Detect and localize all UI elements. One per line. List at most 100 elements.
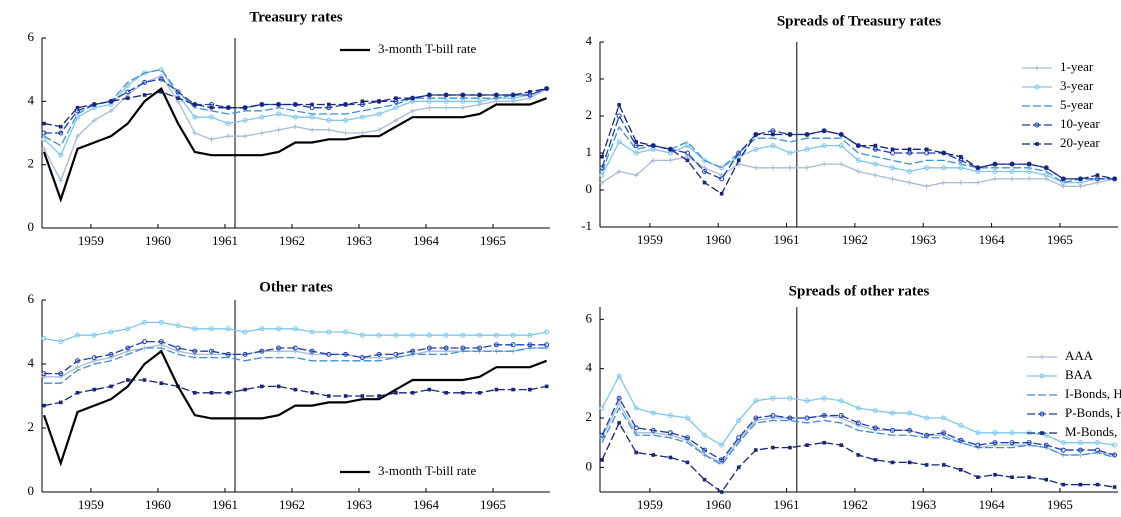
marker bbox=[343, 329, 349, 335]
marker bbox=[753, 398, 759, 404]
marker bbox=[1039, 411, 1045, 417]
marker bbox=[719, 442, 725, 448]
marker bbox=[142, 93, 147, 97]
series-line bbox=[42, 349, 548, 467]
y-tick-label: 2 bbox=[586, 409, 593, 424]
marker bbox=[242, 329, 248, 335]
marker bbox=[276, 345, 282, 351]
marker bbox=[600, 154, 604, 159]
marker bbox=[41, 136, 47, 142]
x-tick-label: 1965 bbox=[1047, 232, 1073, 247]
marker bbox=[684, 143, 690, 149]
marker bbox=[410, 96, 415, 100]
marker bbox=[510, 332, 516, 338]
marker bbox=[460, 98, 466, 104]
marker bbox=[1112, 452, 1118, 458]
marker bbox=[544, 86, 549, 91]
marker bbox=[1094, 440, 1100, 446]
marker bbox=[1009, 176, 1015, 182]
marker bbox=[1043, 432, 1049, 438]
marker bbox=[822, 440, 826, 445]
marker bbox=[1061, 177, 1066, 181]
marker bbox=[394, 391, 398, 395]
marker bbox=[259, 130, 265, 136]
marker bbox=[1077, 447, 1083, 453]
marker bbox=[1010, 162, 1014, 166]
x-tick-label: 1959 bbox=[637, 232, 663, 247]
marker bbox=[787, 395, 793, 401]
marker bbox=[719, 191, 724, 196]
marker bbox=[1010, 475, 1014, 479]
marker bbox=[702, 180, 707, 185]
marker bbox=[477, 345, 483, 351]
marker bbox=[108, 351, 114, 357]
marker bbox=[58, 339, 64, 345]
marker bbox=[753, 415, 759, 421]
marker bbox=[616, 373, 622, 379]
marker bbox=[75, 364, 81, 370]
marker bbox=[770, 165, 776, 171]
marker bbox=[907, 147, 912, 152]
marker bbox=[292, 345, 298, 351]
marker bbox=[243, 387, 247, 392]
marker bbox=[310, 391, 314, 395]
y-tick-label: 0 bbox=[28, 219, 35, 234]
marker bbox=[243, 105, 247, 110]
marker bbox=[753, 146, 759, 152]
marker bbox=[600, 458, 604, 462]
y-tick-label: 6 bbox=[28, 291, 35, 306]
marker bbox=[377, 99, 381, 104]
marker bbox=[477, 391, 482, 395]
marker bbox=[494, 387, 499, 392]
marker bbox=[856, 143, 861, 148]
marker bbox=[617, 103, 621, 107]
marker bbox=[821, 143, 827, 149]
y-tick-label: 0 bbox=[586, 458, 593, 473]
marker bbox=[1039, 373, 1045, 379]
marker bbox=[326, 351, 332, 357]
marker bbox=[1061, 482, 1066, 487]
marker bbox=[855, 420, 861, 426]
marker bbox=[528, 387, 532, 392]
marker bbox=[125, 345, 131, 351]
marker bbox=[855, 405, 861, 411]
marker bbox=[493, 332, 499, 338]
marker bbox=[242, 133, 248, 139]
marker bbox=[1026, 440, 1032, 446]
marker bbox=[159, 381, 164, 385]
marker bbox=[1112, 176, 1118, 182]
marker bbox=[544, 384, 549, 389]
marker bbox=[975, 442, 981, 448]
marker bbox=[92, 387, 97, 392]
marker bbox=[376, 111, 382, 117]
marker bbox=[158, 319, 164, 325]
marker bbox=[293, 387, 298, 392]
marker bbox=[58, 178, 64, 183]
marker bbox=[753, 165, 759, 171]
y-tick-label: 0 bbox=[586, 181, 593, 196]
marker bbox=[309, 127, 315, 133]
marker bbox=[42, 403, 46, 408]
marker bbox=[924, 463, 929, 467]
marker bbox=[528, 90, 532, 94]
marker bbox=[343, 351, 349, 357]
marker bbox=[58, 152, 64, 158]
marker bbox=[890, 147, 895, 152]
marker bbox=[684, 150, 690, 156]
marker bbox=[736, 435, 742, 441]
marker bbox=[276, 127, 282, 133]
marker bbox=[616, 169, 622, 174]
marker bbox=[788, 445, 792, 450]
marker bbox=[359, 114, 365, 120]
marker bbox=[259, 326, 265, 332]
marker bbox=[992, 440, 998, 446]
marker bbox=[460, 332, 466, 338]
y-tick-label: 4 bbox=[586, 33, 593, 48]
marker bbox=[327, 394, 331, 398]
marker bbox=[787, 150, 793, 156]
marker bbox=[804, 165, 810, 171]
marker bbox=[855, 169, 861, 174]
legend-label: 3-month T-bill rate bbox=[378, 41, 476, 56]
marker bbox=[788, 132, 792, 137]
marker bbox=[924, 432, 930, 438]
